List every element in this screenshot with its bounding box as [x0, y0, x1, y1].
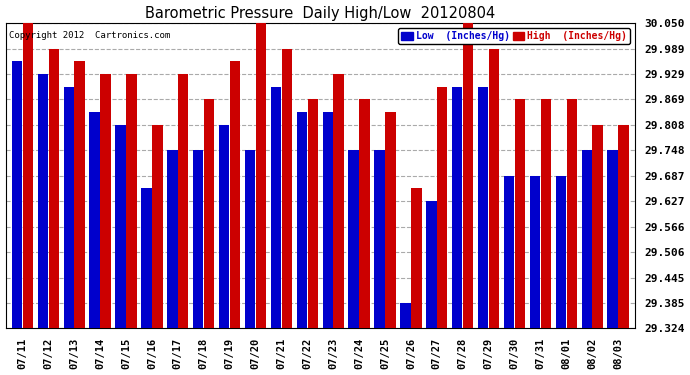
Bar	[426, 201, 437, 328]
Bar	[63, 87, 74, 328]
Bar	[375, 150, 385, 328]
Bar	[115, 125, 126, 328]
Bar	[555, 176, 566, 328]
Bar	[478, 87, 489, 328]
Bar	[411, 188, 422, 328]
Bar	[167, 150, 177, 328]
Bar	[593, 125, 603, 328]
Bar	[256, 23, 266, 328]
Bar	[100, 74, 110, 328]
Bar	[75, 61, 85, 328]
Bar	[141, 188, 152, 328]
Bar	[489, 49, 499, 328]
Bar	[48, 49, 59, 328]
Bar	[333, 74, 344, 328]
Bar	[308, 99, 318, 328]
Text: Copyright 2012  Cartronics.com: Copyright 2012 Cartronics.com	[9, 31, 170, 40]
Bar	[515, 99, 525, 328]
Bar	[152, 125, 163, 328]
Bar	[204, 99, 215, 328]
Bar	[23, 23, 33, 328]
Bar	[348, 150, 359, 328]
Bar	[12, 61, 22, 328]
Bar	[463, 23, 473, 328]
Bar	[530, 176, 540, 328]
Bar	[385, 112, 395, 328]
Bar	[245, 150, 255, 328]
Bar	[607, 150, 618, 328]
Bar	[193, 150, 204, 328]
Bar	[504, 176, 514, 328]
Bar	[219, 125, 229, 328]
Legend: Low  (Inches/Hg), High  (Inches/Hg): Low (Inches/Hg), High (Inches/Hg)	[398, 28, 630, 44]
Bar	[566, 99, 577, 328]
Bar	[230, 61, 240, 328]
Bar	[452, 87, 462, 328]
Bar	[38, 74, 48, 328]
Bar	[282, 49, 292, 328]
Bar	[178, 74, 188, 328]
Bar	[297, 112, 307, 328]
Title: Barometric Pressure  Daily High/Low  20120804: Barometric Pressure Daily High/Low 20120…	[145, 6, 495, 21]
Bar	[270, 87, 281, 328]
Bar	[126, 74, 137, 328]
Bar	[90, 112, 100, 328]
Bar	[582, 150, 592, 328]
Bar	[541, 99, 551, 328]
Bar	[437, 87, 447, 328]
Bar	[359, 99, 370, 328]
Bar	[322, 112, 333, 328]
Bar	[618, 125, 629, 328]
Bar	[400, 303, 411, 328]
